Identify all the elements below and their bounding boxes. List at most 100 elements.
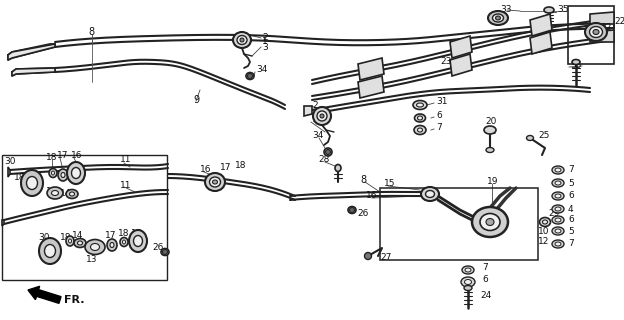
Ellipse shape xyxy=(417,128,422,132)
Text: 18: 18 xyxy=(14,173,26,182)
Ellipse shape xyxy=(544,7,554,13)
Text: 3: 3 xyxy=(312,116,318,124)
Text: 14: 14 xyxy=(60,188,71,197)
Ellipse shape xyxy=(555,218,561,222)
Polygon shape xyxy=(450,36,472,58)
Text: 15: 15 xyxy=(384,180,396,188)
Ellipse shape xyxy=(240,38,244,42)
Ellipse shape xyxy=(246,73,254,79)
Ellipse shape xyxy=(66,236,74,246)
Text: 10: 10 xyxy=(538,228,550,236)
Text: 21: 21 xyxy=(485,127,496,137)
Ellipse shape xyxy=(52,171,54,175)
Text: 16: 16 xyxy=(200,165,212,174)
Ellipse shape xyxy=(348,206,356,213)
Ellipse shape xyxy=(552,166,564,174)
Ellipse shape xyxy=(58,169,68,181)
Text: 26: 26 xyxy=(357,210,368,219)
Text: 11: 11 xyxy=(120,180,132,189)
Ellipse shape xyxy=(527,135,534,140)
Text: 25: 25 xyxy=(538,132,549,140)
Ellipse shape xyxy=(49,169,57,178)
Polygon shape xyxy=(530,32,552,54)
Polygon shape xyxy=(8,167,10,177)
Text: 5: 5 xyxy=(568,227,573,236)
Text: 20: 20 xyxy=(485,117,496,126)
Ellipse shape xyxy=(90,244,99,251)
Text: 19: 19 xyxy=(487,178,499,187)
Text: 27: 27 xyxy=(380,253,391,262)
Text: FR.: FR. xyxy=(64,295,84,305)
Ellipse shape xyxy=(72,167,80,179)
Ellipse shape xyxy=(555,207,561,211)
Ellipse shape xyxy=(66,189,78,198)
Text: 3: 3 xyxy=(262,43,268,52)
Text: 8: 8 xyxy=(88,27,94,37)
Ellipse shape xyxy=(414,114,426,122)
Text: 17: 17 xyxy=(220,164,232,172)
Text: 7: 7 xyxy=(482,263,488,273)
Ellipse shape xyxy=(552,216,564,224)
Text: 13: 13 xyxy=(86,255,97,265)
Ellipse shape xyxy=(107,239,117,251)
Ellipse shape xyxy=(39,238,61,264)
Ellipse shape xyxy=(120,237,128,246)
Text: 31: 31 xyxy=(436,98,447,107)
Ellipse shape xyxy=(77,241,82,245)
Ellipse shape xyxy=(317,111,327,121)
Ellipse shape xyxy=(85,239,105,254)
Text: 13: 13 xyxy=(46,188,57,196)
Text: 18: 18 xyxy=(235,161,246,170)
Polygon shape xyxy=(358,76,384,98)
Ellipse shape xyxy=(585,23,607,41)
Text: 8: 8 xyxy=(360,175,366,185)
Ellipse shape xyxy=(555,194,561,198)
Text: 28: 28 xyxy=(318,156,329,164)
Text: 18: 18 xyxy=(118,228,130,237)
Text: 2: 2 xyxy=(312,100,318,109)
Ellipse shape xyxy=(129,230,147,252)
Ellipse shape xyxy=(495,16,500,20)
Text: 24: 24 xyxy=(480,292,491,300)
Ellipse shape xyxy=(464,285,472,291)
Polygon shape xyxy=(2,220,4,226)
Polygon shape xyxy=(8,44,55,60)
Text: 6: 6 xyxy=(568,215,573,225)
Polygon shape xyxy=(530,14,552,36)
Text: 29: 29 xyxy=(548,210,559,219)
Polygon shape xyxy=(358,58,384,80)
Ellipse shape xyxy=(110,243,114,247)
Ellipse shape xyxy=(426,190,434,197)
Ellipse shape xyxy=(590,27,603,37)
Text: 18: 18 xyxy=(60,234,72,243)
Text: 35: 35 xyxy=(570,60,582,69)
Text: 22: 22 xyxy=(614,18,624,27)
Polygon shape xyxy=(590,12,614,24)
Ellipse shape xyxy=(61,172,65,178)
Text: 4: 4 xyxy=(568,204,573,213)
Ellipse shape xyxy=(552,192,564,200)
Bar xyxy=(2,155,167,280)
Ellipse shape xyxy=(462,266,474,274)
Bar xyxy=(568,6,614,64)
Text: 33: 33 xyxy=(500,5,512,14)
Ellipse shape xyxy=(52,190,59,196)
Ellipse shape xyxy=(21,170,43,196)
Ellipse shape xyxy=(324,148,332,156)
Ellipse shape xyxy=(555,242,561,246)
Text: 16: 16 xyxy=(71,151,82,161)
Ellipse shape xyxy=(237,36,247,44)
Text: 5: 5 xyxy=(568,179,573,188)
Ellipse shape xyxy=(472,207,508,237)
Ellipse shape xyxy=(69,239,72,243)
Ellipse shape xyxy=(213,180,218,184)
Ellipse shape xyxy=(593,29,599,35)
Ellipse shape xyxy=(461,277,475,287)
Ellipse shape xyxy=(335,164,341,172)
Ellipse shape xyxy=(464,279,472,284)
Ellipse shape xyxy=(74,238,86,247)
Text: 6: 6 xyxy=(436,111,442,121)
Ellipse shape xyxy=(210,177,220,187)
Text: 6: 6 xyxy=(568,191,573,201)
Ellipse shape xyxy=(572,60,580,65)
